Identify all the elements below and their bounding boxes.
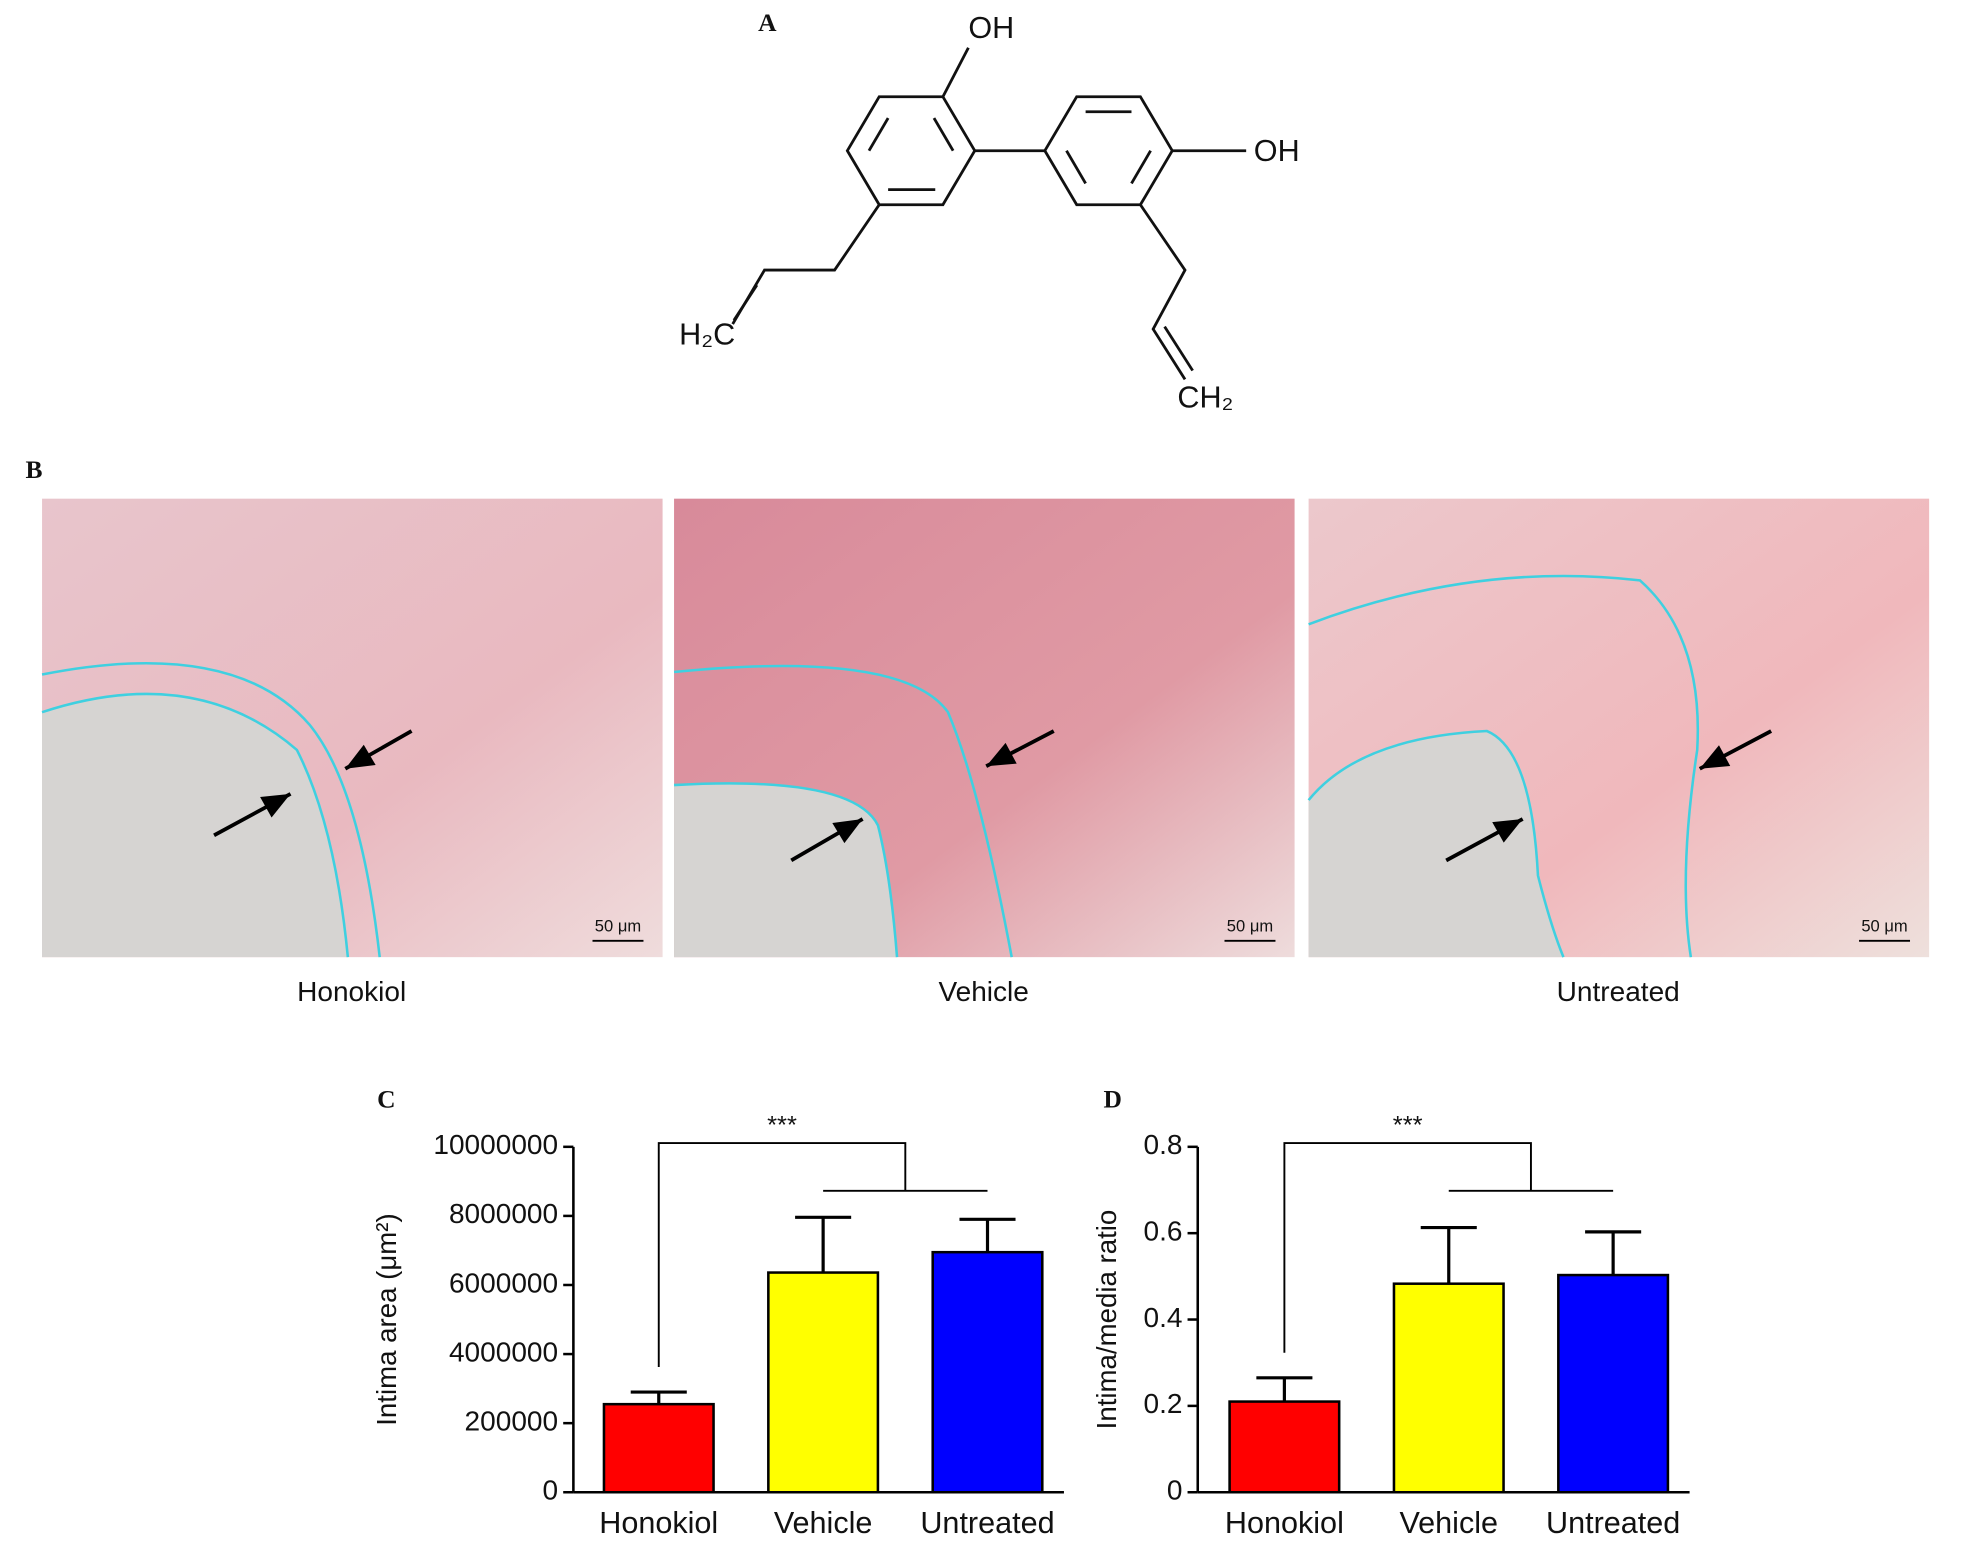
scale-bar-label: 50 μm: [1227, 917, 1273, 935]
caption: Untreated: [1557, 976, 1680, 1007]
micrograph: 50 μm: [673, 498, 1295, 958]
scale-bar-label: 50 μm: [595, 917, 641, 935]
bar: [1228, 1400, 1341, 1494]
panel-label: A: [758, 9, 777, 37]
y-axis-label: Intima area (μm²): [371, 1213, 402, 1425]
caption: Honokiol: [297, 976, 406, 1007]
x-tick-label: Untreated: [1546, 1507, 1680, 1540]
atom-label: OH: [1254, 135, 1300, 168]
lumen: [42, 693, 348, 958]
y-tick-label: 4000000: [449, 1337, 558, 1368]
atom-label: OH: [968, 12, 1014, 45]
x-tick-label: Vehicle: [1399, 1507, 1498, 1540]
intima-outline: [1307, 729, 1565, 958]
arrow-head: [345, 744, 376, 769]
arrow-head: [1699, 745, 1731, 769]
atom-label: H₂C: [679, 319, 735, 352]
intima-outline: [673, 782, 899, 958]
significance-bracket: [1283, 1142, 1532, 1353]
y-tick-label: 8000000: [449, 1198, 558, 1229]
x-tick-label: Untreated: [920, 1507, 1054, 1540]
y-tick-label: 0.4: [1143, 1302, 1182, 1333]
bar: [931, 1250, 1044, 1494]
significance-bracket: [657, 1142, 907, 1367]
bar: [1557, 1273, 1670, 1494]
significance-label: ***: [767, 1112, 797, 1140]
y-tick-label: 6000000: [449, 1267, 558, 1298]
scale-bar-label: 50 μm: [1861, 917, 1907, 935]
arrow-head: [832, 818, 863, 844]
arrow-head: [986, 742, 1017, 767]
y-tick-label: 0: [1167, 1475, 1183, 1506]
intima-outline: [41, 662, 381, 958]
y-tick-label: 10000000: [433, 1129, 558, 1160]
y-axis-label: Intima/media ratio: [1091, 1210, 1122, 1430]
y-tick-label: 0.6: [1143, 1216, 1182, 1247]
x-tick-label: Honokiol: [599, 1507, 718, 1540]
caption: Vehicle: [938, 976, 1028, 1007]
x-tick-label: Honokiol: [1225, 1507, 1344, 1540]
intima-outline: [41, 692, 350, 958]
atom-label: CH₂: [1177, 382, 1233, 415]
bar: [1392, 1282, 1505, 1494]
intima-outline: [673, 664, 1013, 958]
x-tick-label: Vehicle: [774, 1507, 873, 1540]
micrograph: 50 μm: [41, 498, 663, 958]
panel-label: B: [25, 456, 42, 484]
lumen: [1308, 731, 1564, 958]
y-tick-label: 0.2: [1143, 1388, 1182, 1419]
micrograph: 50 μm: [1307, 498, 1930, 958]
y-tick-label: 0.8: [1143, 1129, 1182, 1160]
bar: [602, 1402, 715, 1494]
y-tick-label: 200000: [465, 1406, 559, 1437]
panel-label: D: [1103, 1086, 1121, 1114]
structure: OH OH H₂C CH₂: [679, 12, 1300, 414]
intima-outline: [1308, 574, 1700, 958]
arrow-head: [1492, 818, 1523, 843]
y-tick-label: 0: [543, 1475, 559, 1506]
significance-label: ***: [1393, 1112, 1423, 1140]
bar: [767, 1271, 880, 1494]
panel-label: C: [377, 1086, 395, 1114]
arrow-head: [260, 793, 291, 818]
